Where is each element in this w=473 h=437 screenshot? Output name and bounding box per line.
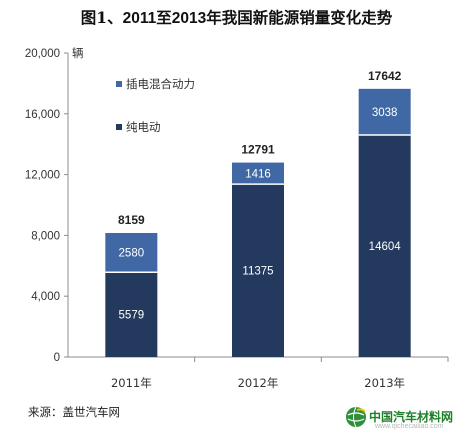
- x-tick-label: 2011年: [111, 376, 152, 390]
- title-main: 2011至2013年我国新能源销量变化走势: [122, 10, 393, 27]
- y-tick-label: 20,000: [25, 48, 60, 60]
- legend-swatch-phev: [116, 81, 122, 87]
- data-label-total: 17642: [368, 69, 402, 83]
- legend-label-phev: 插电混合动力: [126, 77, 195, 91]
- y-tick-label: 0: [54, 352, 60, 364]
- y-tick-label: 12,000: [25, 170, 60, 182]
- globe-logo-icon: [346, 406, 366, 428]
- data-label-bev: 14604: [369, 241, 402, 253]
- bar-phev: [358, 88, 411, 136]
- y-tick-label: 16,000: [25, 109, 60, 121]
- legend-swatch-bev: [116, 124, 122, 130]
- data-label-total: 12791: [241, 143, 275, 157]
- watermark-url: www.qichecailiao.com: [375, 423, 444, 430]
- bar-phev: [232, 162, 284, 185]
- title-prefix: 图1、: [80, 8, 123, 27]
- x-tick-label: 2013年: [364, 376, 405, 390]
- data-label-phev: 3038: [372, 107, 398, 119]
- y-tick-label: 4,000: [31, 291, 60, 303]
- bar-phev: [105, 232, 158, 273]
- data-label-phev: 1416: [245, 168, 271, 180]
- x-tick-label: 2012年: [238, 376, 279, 390]
- data-label-total: 8159: [118, 213, 145, 227]
- chart-title: 图1、2011至2013年我国新能源销量变化走势: [0, 6, 473, 28]
- data-label-phev: 2580: [119, 248, 145, 260]
- watermark: 中国汽车材料网 www.qichecailiao.com: [345, 404, 467, 434]
- y-unit-label: 辆: [72, 46, 84, 60]
- bar-bev: [105, 272, 158, 357]
- bar-bev: [358, 135, 411, 357]
- bar-bev: [232, 184, 284, 357]
- y-tick-label: 8,000: [31, 230, 60, 242]
- watermark-name: 中国汽车材料网: [369, 410, 454, 424]
- source-note: 来源：盖世汽车网: [28, 405, 120, 419]
- data-label-bev: 11375: [242, 266, 273, 278]
- legend-label-bev: 纯电动: [126, 120, 161, 134]
- data-label-bev: 5579: [119, 310, 145, 322]
